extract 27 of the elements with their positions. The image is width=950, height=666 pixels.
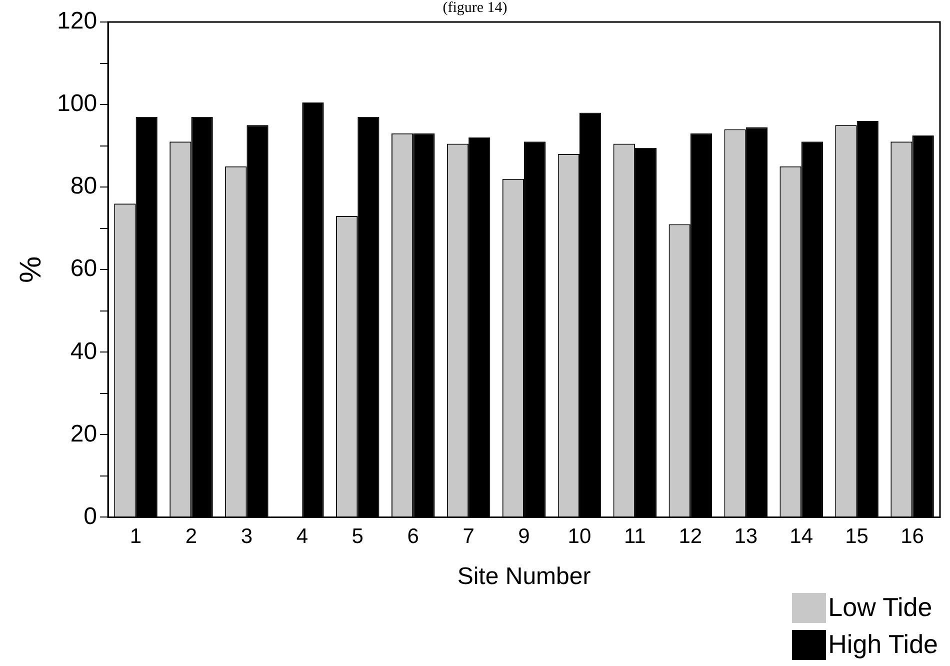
x-tick-label: 15 [845, 525, 868, 550]
y-tick-label: 120 [56, 8, 98, 35]
x-tick-label: 14 [790, 525, 814, 550]
y-tick-label: 100 [56, 90, 98, 118]
x-tick-label: 6 [407, 525, 419, 550]
x-tick-label: 7 [462, 525, 474, 550]
x-tick-label: 1 [130, 525, 142, 550]
x-tick-label: 13 [734, 525, 758, 550]
x-tick-label: 5 [352, 525, 364, 550]
x-tick-label: 10 [568, 525, 592, 550]
y-axis-title: % [14, 256, 48, 283]
legend-label: Low Tide [828, 592, 932, 623]
y-tick-label: 0 [84, 502, 98, 530]
x-axis-title: Site Number [457, 563, 591, 590]
x-tick-label: 9 [518, 525, 530, 550]
x-tick-label: 4 [296, 525, 308, 550]
y-tick-label: 20 [70, 420, 98, 448]
x-tick-label: 12 [678, 525, 702, 550]
y-tick-label: 60 [70, 255, 98, 282]
chart-title: (figure 14) [442, 0, 508, 16]
x-tick-label: 16 [900, 525, 924, 550]
y-tick-label: 40 [70, 338, 98, 365]
x-tick-label: 3 [240, 525, 253, 550]
legend-label: High Tide [828, 629, 938, 660]
y-tick-label: 80 [70, 172, 98, 200]
x-tick-label: 2 [185, 525, 198, 550]
x-tick-label: 11 [624, 525, 646, 550]
